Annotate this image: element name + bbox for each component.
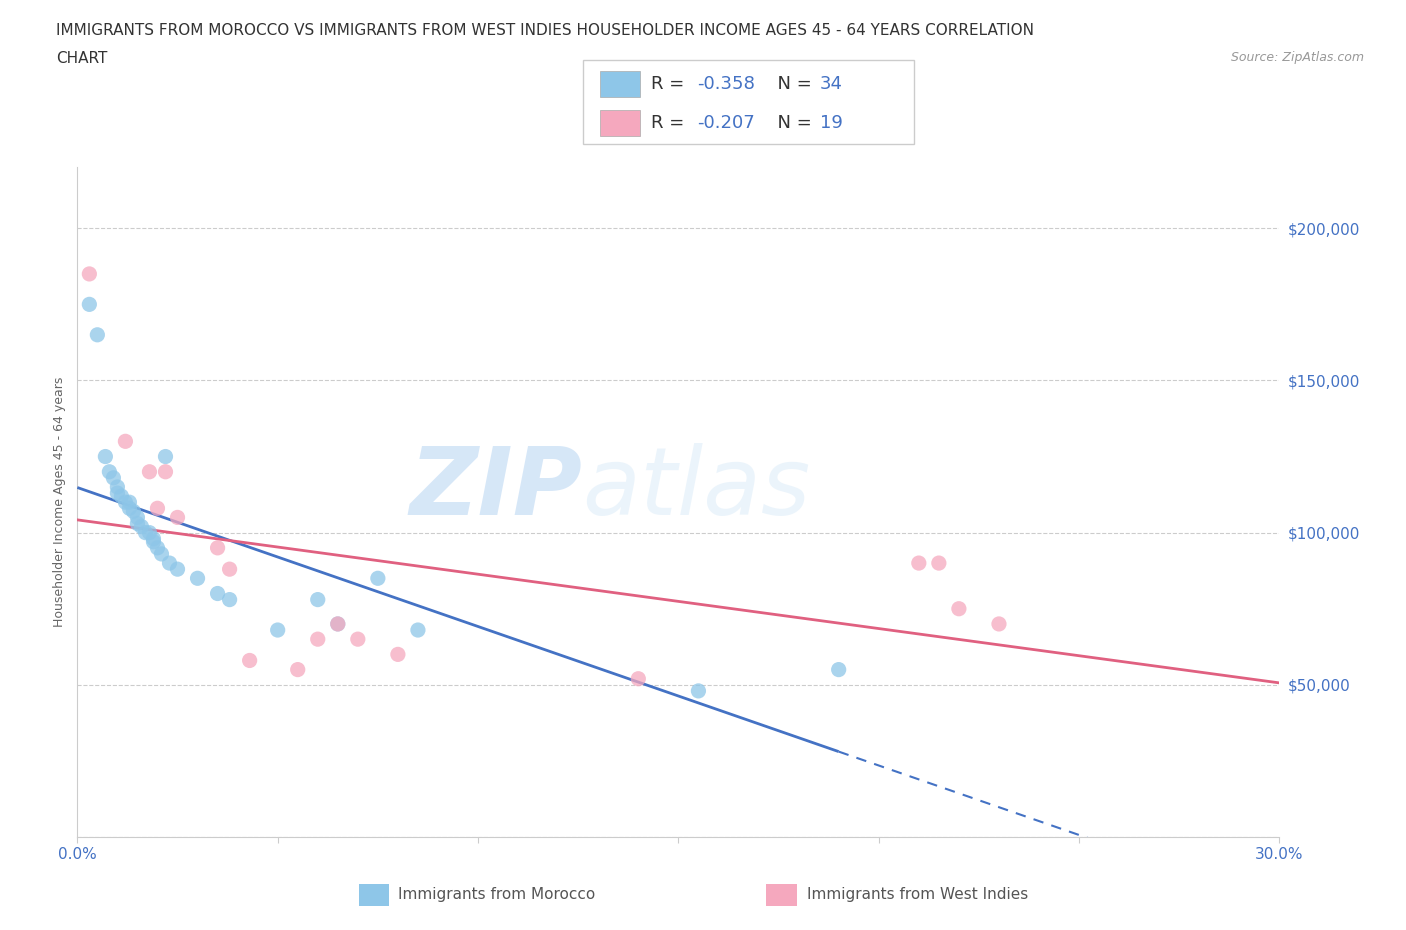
Text: N =: N = [766, 75, 818, 93]
Point [166, 510, 188, 525]
Point [98, 464, 121, 479]
Point [107, 480, 129, 495]
Point [828, 662, 851, 677]
Point [627, 671, 650, 686]
Point [326, 617, 349, 631]
Point [142, 535, 165, 550]
Point [287, 662, 309, 677]
Point [114, 495, 136, 510]
Point [166, 562, 188, 577]
Point [207, 586, 229, 601]
Point [186, 571, 209, 586]
Text: R =: R = [651, 114, 690, 132]
Point [406, 622, 429, 637]
Text: Source: ZipAtlas.com: Source: ZipAtlas.com [1230, 51, 1364, 64]
Point [94, 449, 117, 464]
Point [127, 516, 149, 531]
Point [367, 571, 389, 586]
Text: atlas: atlas [582, 444, 810, 535]
Point [146, 501, 169, 516]
Point [142, 531, 165, 546]
Point [155, 449, 177, 464]
Point [988, 617, 1011, 631]
Point [928, 555, 950, 570]
Point [239, 653, 262, 668]
Point [307, 592, 329, 607]
Point [218, 562, 240, 577]
Point [138, 525, 160, 540]
Point [326, 617, 349, 631]
Point [146, 540, 169, 555]
Text: R =: R = [651, 75, 690, 93]
Point [118, 495, 141, 510]
Point [107, 485, 129, 500]
Point [267, 622, 290, 637]
Point [155, 464, 177, 479]
Point [150, 547, 173, 562]
Point [110, 488, 132, 503]
Text: N =: N = [766, 114, 818, 132]
Text: 34: 34 [820, 75, 842, 93]
Text: 19: 19 [820, 114, 842, 132]
Point [134, 525, 156, 540]
Text: Immigrants from Morocco: Immigrants from Morocco [398, 887, 595, 902]
Text: Immigrants from West Indies: Immigrants from West Indies [807, 887, 1028, 902]
Point [114, 434, 136, 449]
Point [218, 592, 240, 607]
Point [908, 555, 931, 570]
Point [127, 510, 149, 525]
Point [79, 297, 101, 312]
Point [207, 540, 229, 555]
Text: -0.207: -0.207 [697, 114, 755, 132]
Point [387, 647, 409, 662]
Y-axis label: Householder Income Ages 45 - 64 years: Householder Income Ages 45 - 64 years [53, 377, 66, 628]
Point [79, 267, 101, 282]
Point [347, 631, 370, 646]
Point [307, 631, 329, 646]
Point [138, 464, 160, 479]
Point [688, 684, 710, 698]
Point [86, 327, 108, 342]
Point [159, 555, 181, 570]
Text: CHART: CHART [56, 51, 108, 66]
Point [948, 602, 970, 617]
Text: ZIP: ZIP [409, 443, 582, 535]
Point [103, 471, 125, 485]
Point [131, 519, 153, 534]
Point [122, 504, 145, 519]
Text: -0.358: -0.358 [697, 75, 755, 93]
Point [118, 501, 141, 516]
Text: IMMIGRANTS FROM MOROCCO VS IMMIGRANTS FROM WEST INDIES HOUSEHOLDER INCOME AGES 4: IMMIGRANTS FROM MOROCCO VS IMMIGRANTS FR… [56, 23, 1035, 38]
